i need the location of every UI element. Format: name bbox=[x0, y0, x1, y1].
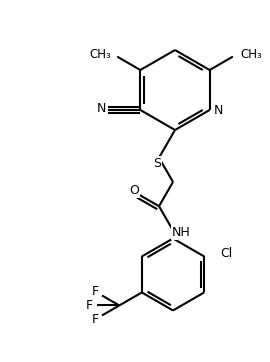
Text: O: O bbox=[129, 184, 139, 197]
Text: F: F bbox=[92, 313, 99, 326]
Text: N: N bbox=[97, 102, 106, 115]
Text: F: F bbox=[92, 285, 99, 298]
Text: N: N bbox=[214, 104, 223, 117]
Text: NH: NH bbox=[172, 226, 190, 239]
Text: CH₃: CH₃ bbox=[240, 49, 262, 62]
Text: CH₃: CH₃ bbox=[89, 47, 111, 60]
Text: F: F bbox=[86, 299, 93, 312]
Text: S: S bbox=[153, 157, 161, 170]
Text: Cl: Cl bbox=[220, 247, 232, 260]
